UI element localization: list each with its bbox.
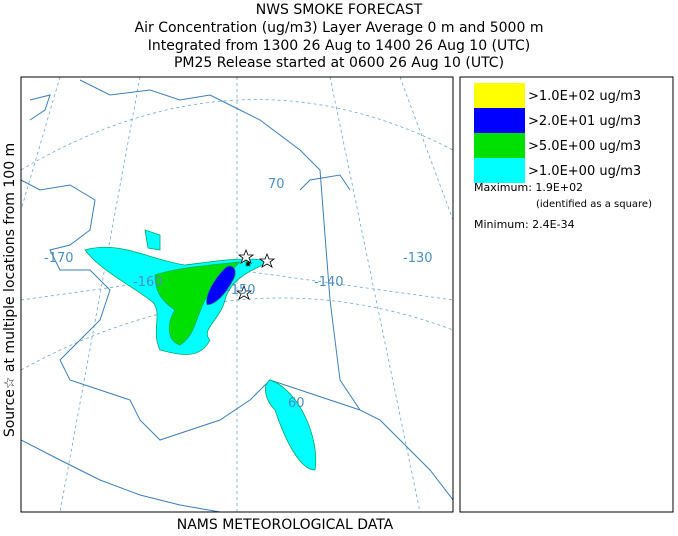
map-label: -150 <box>226 283 256 298</box>
map-label: -170 <box>44 251 74 266</box>
header: NWS SMOKE FORECAST Air Concentration (ug… <box>135 2 544 71</box>
maximum-note: (identified as a square) <box>536 199 652 210</box>
legend-label: >5.0E+00 ug/m3 <box>528 139 641 154</box>
map-labels: -170 -160 -150 -140 -130 70 60 <box>44 177 433 411</box>
map-content: -170 -160 -150 -140 -130 70 60 <box>21 77 453 512</box>
map-label: 70 <box>268 177 285 192</box>
title-line: Integrated from 1300 26 Aug to 1400 26 A… <box>148 38 531 54</box>
legend-swatch <box>474 108 525 133</box>
legend: Maximum: 1.9E+02 (identified as a square… <box>459 76 674 513</box>
legend-label: >1.0E+02 ug/m3 <box>528 89 641 104</box>
coastline <box>21 79 453 512</box>
legend-swatch <box>474 133 525 158</box>
footer: NAMS METEOROLOGICAL DATA <box>177 517 394 532</box>
title-line: PM25 Release started at 0600 26 Aug 10 (… <box>174 55 504 71</box>
map: -170 -160 -150 -140 -130 70 60 <box>20 76 454 513</box>
legend-swatch <box>474 83 525 108</box>
maximum-square <box>245 261 251 267</box>
map-label: -160 <box>133 275 163 290</box>
title-line: Air Concentration (ug/m3) Layer Average … <box>135 20 544 36</box>
map-label: -140 <box>314 275 344 290</box>
minimum: Minimum: 2.4E-34 <box>474 218 575 231</box>
side-label: Source☆ at multiple locations from 100 m <box>2 143 18 437</box>
title-line: NWS SMOKE FORECAST <box>256 2 423 18</box>
legend-label: >2.0E+01 ug/m3 <box>528 114 641 129</box>
map-frame <box>20 76 454 513</box>
legend-label: >1.0E+00 ug/m3 <box>528 164 641 179</box>
maximum: Maximum: 1.9E+02 <box>474 181 583 194</box>
plume <box>84 229 317 471</box>
legend-swatch <box>474 158 525 183</box>
map-label: 60 <box>288 396 305 411</box>
map-label: -130 <box>403 251 433 266</box>
sources <box>235 248 276 300</box>
legend-frame <box>459 76 674 513</box>
